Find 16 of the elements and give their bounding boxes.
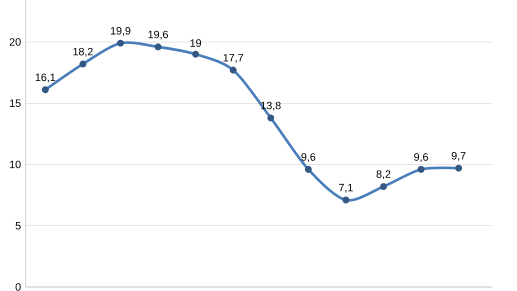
data-label: 7,1 [339, 184, 353, 193]
data-label: 18,2 [73, 48, 93, 57]
data-label: 9,6 [301, 153, 316, 162]
data-label: 16,1 [36, 74, 56, 82]
data-label: 19 [190, 39, 202, 47]
y-tick-label: 20 [10, 38, 21, 46]
y-tick-label: 5 [16, 222, 21, 230]
data-label: 19,9 [110, 27, 130, 36]
data-label: 19,6 [148, 30, 168, 40]
data-label: 9,7 [452, 152, 466, 161]
data-label: 17,7 [224, 54, 244, 63]
y-tick-label: 15 [10, 100, 21, 107]
data-label: 9,6 [414, 153, 428, 162]
y-tick-label: 0 [16, 283, 21, 291]
y-tick-label: 10 [10, 160, 21, 168]
data-label: 8,2 [376, 170, 390, 180]
